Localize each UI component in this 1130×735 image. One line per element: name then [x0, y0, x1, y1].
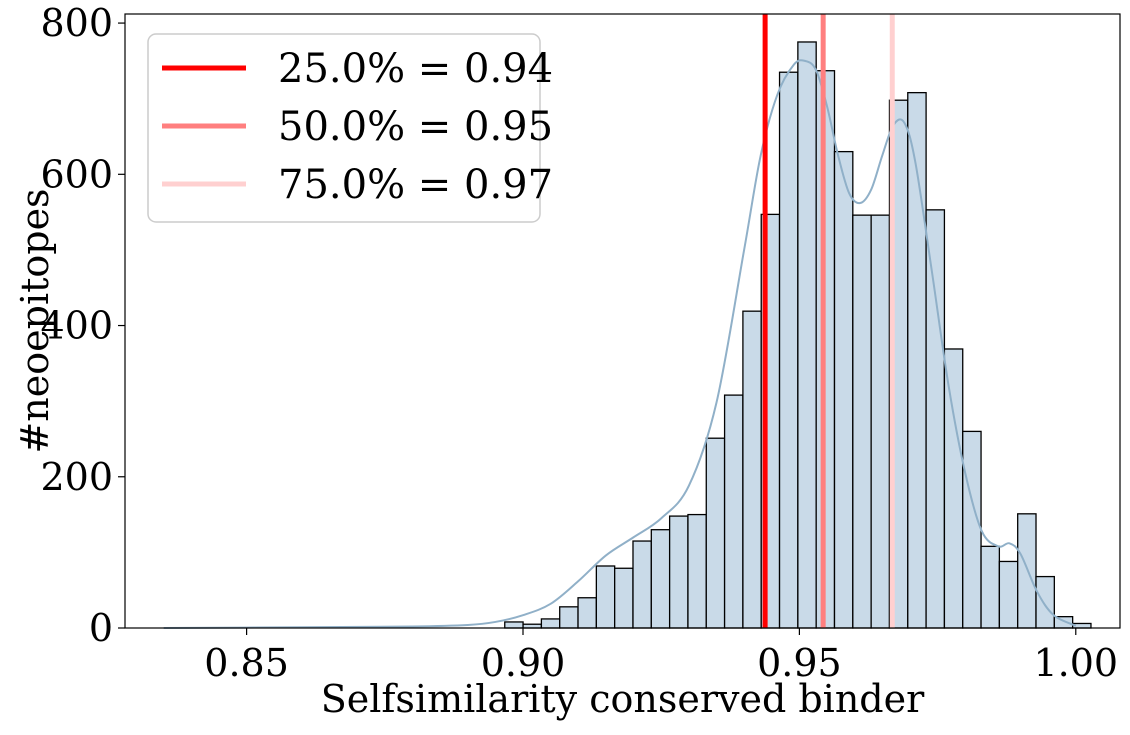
- histogram-bar: [614, 567, 634, 629]
- histogram-bar: [723, 394, 744, 629]
- histogram-bar: [925, 209, 946, 629]
- x-tick-label: 0.90: [481, 641, 566, 685]
- histogram-bar: [687, 513, 707, 629]
- histogram-bar: [650, 529, 671, 629]
- histogram-bar: [962, 430, 982, 629]
- histogram-bar: [504, 621, 524, 629]
- y-tick-label: 200: [40, 455, 113, 499]
- histogram-bar: [577, 597, 598, 629]
- histogram-bar: [998, 560, 1019, 629]
- histogram-bar: [742, 310, 762, 629]
- legend: 25.0% = 0.94 50.0% = 0.95 75.0% = 0.97: [147, 33, 553, 223]
- kde-curve-group: [163, 59, 1077, 629]
- histogram-bar: [668, 515, 689, 629]
- x-tick-label: 0.95: [757, 641, 842, 685]
- quantile-lines: [762, 14, 895, 628]
- plot-frame: [124, 13, 1121, 629]
- histogram-bar: [705, 437, 726, 629]
- histogram-bar: [852, 214, 872, 629]
- kde-curve: [163, 59, 1077, 629]
- legend-box: [147, 33, 541, 223]
- histogram-bar: [870, 214, 891, 629]
- histogram-bar: [595, 565, 616, 629]
- histogram-bar: [559, 606, 579, 629]
- x-tick-label: 1.00: [1033, 641, 1118, 685]
- histogram-bars: [504, 41, 1092, 629]
- histogram-bar: [943, 348, 964, 629]
- histogram-bar: [797, 41, 817, 629]
- x-axis-label: Selfsimilarity conserved binder: [321, 677, 925, 721]
- histogram-bar: [980, 545, 1001, 629]
- y-tick-label: 600: [40, 152, 113, 196]
- legend-label: 25.0% = 0.94: [278, 46, 553, 92]
- legend-label: 75.0% = 0.97: [278, 162, 553, 208]
- y-tick-label: 800: [40, 1, 113, 45]
- histogram-bar: [1017, 513, 1037, 629]
- histogram-bar: [833, 150, 854, 629]
- y-axis: 0 200 400 600 800: [40, 1, 125, 650]
- y-axis-label: #neoepitopes: [13, 188, 57, 453]
- x-axis: 0.85 0.90 0.95 1.00: [204, 628, 1118, 685]
- histogram-bar: [632, 540, 652, 629]
- histogram-bar: [540, 618, 561, 629]
- legend-label: 50.0% = 0.95: [278, 104, 553, 150]
- x-tick-label: 0.85: [204, 641, 289, 685]
- y-tick-label: 0: [89, 606, 113, 650]
- histogram-bar: [1035, 575, 1055, 629]
- histogram-bar: [778, 71, 799, 629]
- y-tick-label: 400: [40, 304, 113, 348]
